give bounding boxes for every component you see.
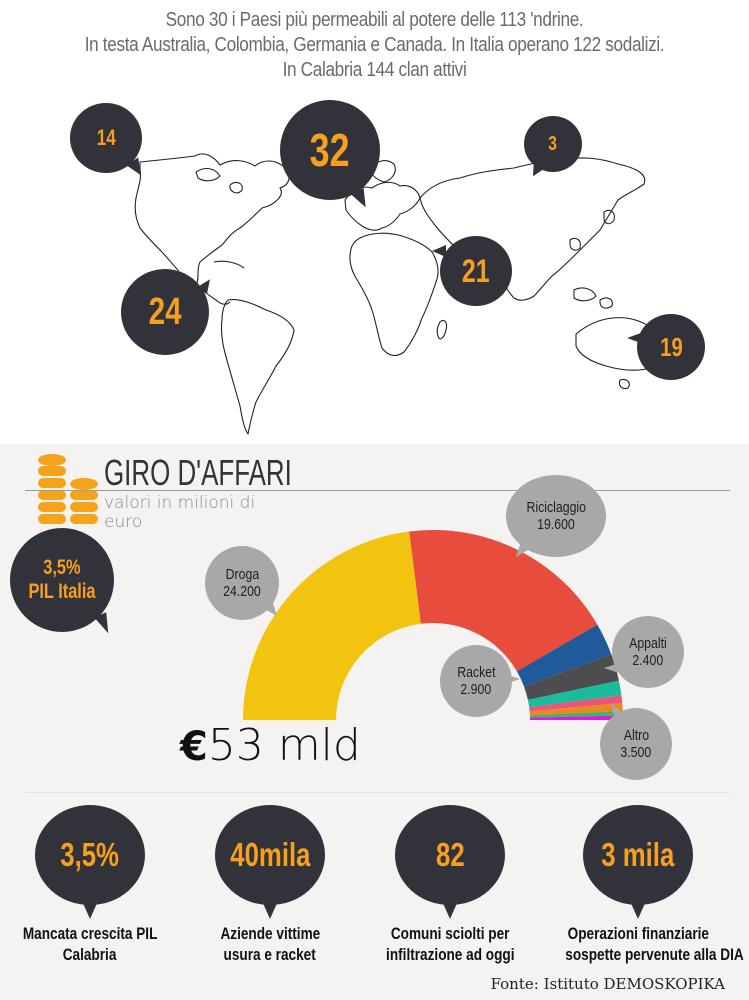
stat-operazioni-sospette: 3 mila Operazioni finanziarie sospette pe… <box>543 805 744 965</box>
title-rule <box>25 490 730 491</box>
section-title: GIRO D'AFFARI <box>104 452 292 493</box>
chart-segment-altro-3 <box>529 703 623 716</box>
total-business-volume: €53 mld <box>180 720 361 771</box>
bubble-tail <box>604 664 616 672</box>
stat-label: Operazioni finanziarie sospette pervenute… <box>565 924 744 964</box>
bubble-tail <box>627 333 641 343</box>
euro-icon: € <box>180 724 208 770</box>
stat-pil-calabria: 3,5% Mancata crescita PIL Calabria <box>0 805 180 965</box>
chart-segment-altro-2 <box>529 695 623 712</box>
map-bubble-europe: 32 <box>280 100 380 200</box>
bubble-tail <box>432 245 446 257</box>
section-subtitle: valori in milioni di euro <box>104 493 256 532</box>
pil-italia-bubble: 3,5% PIL Italia <box>10 528 114 632</box>
stat-bubble: 3,5% <box>35 805 145 919</box>
chart-segment-droga <box>243 531 421 720</box>
headline: Sono 30 i Paesi più permeabili al potere… <box>52 8 696 83</box>
stat-bubble: 82 <box>395 805 505 919</box>
headline-line-2: In testa Australia, Colombia, Germania e… <box>84 34 665 56</box>
callout-racket: Racket 2.900 <box>440 645 512 717</box>
chart-segment-riciclaggio <box>409 530 598 672</box>
map-bubble-south-america: 24 <box>121 269 209 355</box>
section-divider <box>25 792 730 793</box>
map-bubble-north-america: 14 <box>70 103 142 173</box>
callout-riciclaggio: Riciclaggio 19.600 <box>506 475 606 557</box>
chart-segment-appalti <box>524 654 619 700</box>
chart-segment-racket <box>516 624 612 687</box>
coins-icon <box>38 454 98 524</box>
map-bubble-africa: 21 <box>440 236 512 306</box>
bubble-tail <box>508 675 520 683</box>
source-credit: Fonte: Istituto DEMOSKOPIKA <box>490 975 725 993</box>
chart-segment-altro-4 <box>529 710 623 718</box>
stat-bubble: 3 mila <box>583 805 693 919</box>
stat-bubble: 40mila <box>215 805 325 919</box>
map-bubble-russia: 3 <box>524 116 582 172</box>
map-bubble-australia: 19 <box>637 314 705 380</box>
callout-appalti: Appalti 2.400 <box>612 616 684 688</box>
stat-aziende-vittime: 40mila Aziende vittime usura e racket <box>180 805 360 965</box>
callout-droga: Droga 24.200 <box>205 546 279 620</box>
stat-label: Aziende vittime usura e racket <box>220 924 320 964</box>
total-value: 53 mld <box>207 720 361 771</box>
stat-label: Comuni sciolti per infiltrazione ad oggi <box>385 924 515 964</box>
chart-segment-altro-1 <box>527 680 622 708</box>
callout-altro: Altro 3.500 <box>600 708 672 780</box>
headline-line-1: Sono 30 i Paesi più permeabili al potere… <box>165 9 584 31</box>
stat-comuni-sciolti: 82 Comuni sciolti per infiltrazione ad og… <box>360 805 540 965</box>
world-map-section: Sono 30 i Paesi più permeabili al potere… <box>0 0 749 444</box>
headline-line-3: In Calabria 144 clan attivi <box>282 59 467 81</box>
chart-segment-altro-5 <box>529 715 623 720</box>
stat-label: Mancata crescita PIL Calabria <box>22 924 158 964</box>
